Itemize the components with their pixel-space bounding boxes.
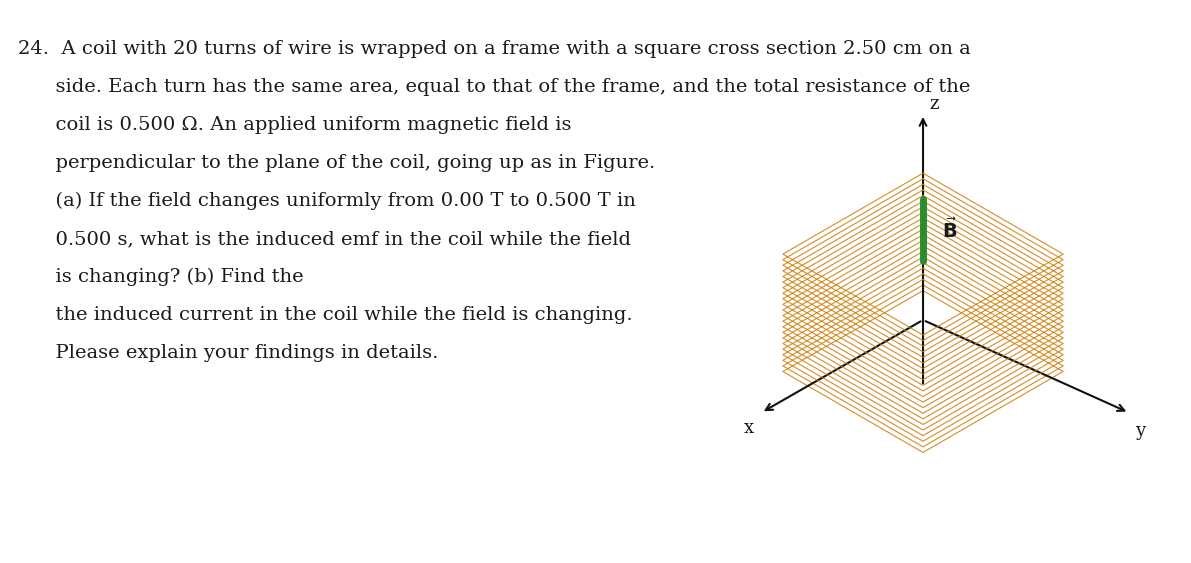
Text: 24.  A coil with 20 turns of wire is wrapped on a frame with a square cross sect: 24. A coil with 20 turns of wire is wrap… <box>18 40 971 58</box>
Text: is changing? (b) Find the: is changing? (b) Find the <box>18 268 310 286</box>
Text: side. Each turn has the same area, equal to that of the frame, and the total res: side. Each turn has the same area, equal… <box>18 78 971 96</box>
Text: perpendicular to the plane of the coil, going up as in Figure.: perpendicular to the plane of the coil, … <box>18 154 655 172</box>
Text: (a) If the field changes uniformly from 0.00 T to 0.500 T in: (a) If the field changes uniformly from … <box>18 192 636 210</box>
Text: coil is 0.500 Ω. An applied uniform magnetic field is: coil is 0.500 Ω. An applied uniform magn… <box>18 116 572 134</box>
Text: z: z <box>929 95 939 113</box>
Text: 0.500 s, what is the induced emf in the coil while the field: 0.500 s, what is the induced emf in the … <box>18 230 631 248</box>
Text: x: x <box>743 418 754 436</box>
Text: $\vec{\mathbf{B}}$: $\vec{\mathbf{B}}$ <box>942 218 958 243</box>
Text: Please explain your findings in details.: Please explain your findings in details. <box>18 344 438 362</box>
Text: y: y <box>1135 422 1145 440</box>
Text: the induced current in the coil while the field is changing.: the induced current in the coil while th… <box>18 306 632 324</box>
